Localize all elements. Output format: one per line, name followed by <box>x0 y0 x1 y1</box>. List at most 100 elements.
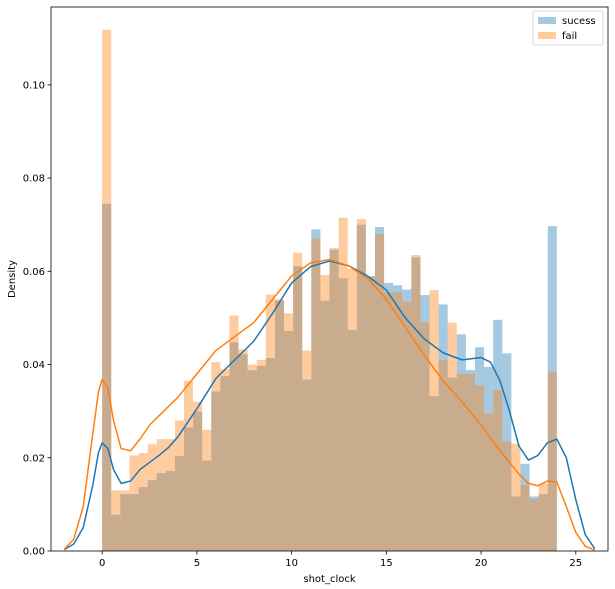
histogram-bar-fail-32 <box>393 292 403 551</box>
histogram-bar-sucess-38 <box>447 377 457 551</box>
axes-frame <box>50 6 609 552</box>
histogram-bar-sucess-29 <box>365 275 375 551</box>
histogram-bar-sucess-18 <box>265 358 275 551</box>
legend: sucess fail <box>532 10 604 46</box>
histogram-bar-sucess-2 <box>120 494 130 551</box>
legend-label-sucess: sucess <box>562 16 596 27</box>
y-tick-label-0: 0.00 <box>23 547 45 558</box>
histogram-bar-sucess-14 <box>229 342 239 551</box>
legend-swatch-fail <box>538 32 556 39</box>
histogram-bar-sucess-31 <box>384 282 394 551</box>
histogram-bar-fail-1 <box>111 490 121 551</box>
histogram-bar-sucess-49 <box>547 226 557 552</box>
y-axis-label: Density <box>7 260 18 298</box>
histogram-bar-sucess-1 <box>111 514 121 551</box>
histogram-bar-sucess-48 <box>538 494 548 551</box>
histogram-bar-sucess-44 <box>502 353 512 551</box>
x-tick-label-0: 0 <box>99 558 105 569</box>
axes: 0 5 10 15 20 25 0.00 0.02 0.04 0.06 0.08 0.10 <box>23 6 609 569</box>
plot-area <box>63 29 596 552</box>
histogram-bar-fail-31 <box>384 292 394 551</box>
histogram-bar-fail-39 <box>456 373 466 551</box>
histogram-bar-sucess-30 <box>374 227 385 551</box>
histogram-bar-sucess-32 <box>393 285 403 551</box>
histogram-bar-sucess-13 <box>220 376 230 551</box>
histogram-bar-fail-43 <box>493 390 503 551</box>
histogram-bar-sucess-26 <box>338 278 348 551</box>
histogram-bar-fail-44 <box>502 441 512 551</box>
histogram-bar-sucess-37 <box>438 304 448 551</box>
histogram-bar-sucess-11 <box>202 460 212 551</box>
histogram-bar-sucess-25 <box>329 249 339 551</box>
histogram-bar-sucess-39 <box>456 334 466 551</box>
x-axis-label: shot_clock <box>303 574 355 585</box>
histogram-bar-fail-46 <box>520 484 530 551</box>
histogram-bar-fail-42 <box>484 413 494 551</box>
histogram-bar-fail-47 <box>529 498 539 551</box>
x-tick-label-1: 5 <box>194 558 200 569</box>
histogram-bar-fail-33 <box>402 301 412 551</box>
histogram-bar-fail-8 <box>174 420 184 551</box>
histogram-bar-sucess-43 <box>493 319 503 551</box>
x-tick-label-4: 20 <box>475 558 488 569</box>
histogram-bar-fail-15 <box>238 349 248 551</box>
histogram-bar-fail-16 <box>247 364 257 551</box>
histogram-bar-fail-48 <box>538 483 548 551</box>
histogram-bar-fail-14 <box>229 315 239 551</box>
histogram-bar-fail-35 <box>420 322 430 551</box>
histogram-bar-fail-22 <box>302 350 312 551</box>
histogram-bar-fail-30 <box>374 234 385 551</box>
histogram-bar-fail-26 <box>338 217 348 552</box>
histogram-bar-sucess-6 <box>156 473 166 551</box>
histogram-bar-fail-17 <box>256 359 266 551</box>
kde-line-sucess <box>63 260 596 551</box>
histogram-bar-sucess-16 <box>247 370 257 551</box>
histogram-bar-fail-45 <box>511 443 521 551</box>
histogram-bar-sucess-12 <box>211 391 221 551</box>
histogram-bar-fail-40 <box>465 373 476 551</box>
histogram-bar-fail-0 <box>102 29 112 551</box>
histogram-bar-fail-28 <box>356 219 366 551</box>
histogram-bar-fail-27 <box>347 268 357 551</box>
y-tick-label-4: 0.08 <box>23 174 45 185</box>
y-tick-label-2: 0.04 <box>23 360 45 371</box>
histogram-bar-sucess-45 <box>511 496 521 551</box>
histogram-bar-sucess-46 <box>520 463 530 551</box>
histogram-bar-fail-4 <box>138 453 148 551</box>
histogram-bar-sucess-9 <box>183 427 194 551</box>
histogram-bar-sucess-27 <box>347 330 357 551</box>
histogram-bar-sucess-17 <box>256 365 266 551</box>
y-tick-label-3: 0.06 <box>23 267 45 278</box>
histogram-bar-fail-41 <box>475 385 485 551</box>
histogram-bar-sucess-19 <box>274 300 285 551</box>
histogram-bar-sucess-4 <box>138 487 148 551</box>
histogram-bar-fail-9 <box>183 380 194 551</box>
histogram-bar-fail-49 <box>547 371 557 551</box>
histogram-bar-sucess-34 <box>411 257 421 551</box>
histogram-bar-fail-23 <box>311 238 321 552</box>
histogram-bar-fail-24 <box>320 275 330 551</box>
kde-line-fail <box>63 258 596 551</box>
histogram-bar-sucess-28 <box>356 224 366 551</box>
histogram-bar-fail-36 <box>429 289 439 551</box>
histogram-bar-fail-6 <box>156 439 166 551</box>
histogram-bar-sucess-47 <box>529 496 539 551</box>
histogram-bar-sucess-15 <box>238 354 248 551</box>
histogram-bar-fail-29 <box>365 276 375 551</box>
histogram-bar-sucess-7 <box>165 470 175 551</box>
histogram-bar-sucess-40 <box>465 370 476 551</box>
histogram-bar-sucess-3 <box>129 494 139 551</box>
histogram-bar-sucess-36 <box>429 396 439 551</box>
x-tick-label-5: 25 <box>569 558 582 569</box>
histogram-bar-sucess-21 <box>293 266 303 551</box>
histogram-bar-sucess-42 <box>484 366 494 551</box>
histogram-bar-sucess-41 <box>475 347 485 551</box>
histogram-bar-sucess-0 <box>102 203 112 551</box>
histogram-bar-fail-19 <box>274 299 285 551</box>
histogram-bar-fail-25 <box>329 248 339 551</box>
histogram-bar-sucess-8 <box>174 455 184 551</box>
histogram-bar-sucess-10 <box>193 411 203 551</box>
legend-label-fail: fail <box>562 31 577 42</box>
histogram-bar-fail-20 <box>284 313 294 551</box>
